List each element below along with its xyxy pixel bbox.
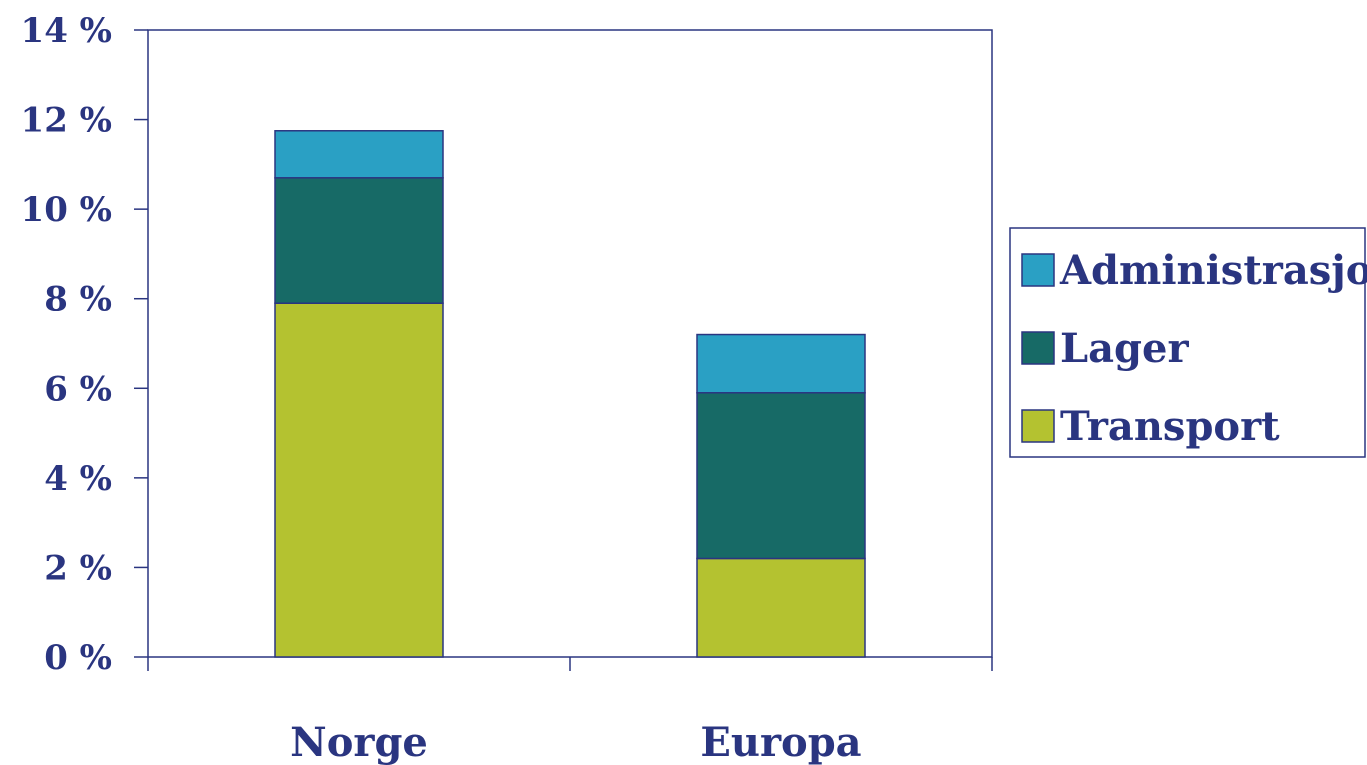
- legend-label-administrasjon: Administrasjon: [1059, 247, 1367, 294]
- y-tick-label: 10 %: [21, 190, 112, 230]
- legend-swatch-lager: [1021, 331, 1055, 365]
- legend-label-transport: Transport: [1060, 403, 1280, 450]
- bar-segment-lager-norge: [274, 177, 444, 304]
- y-tick-label: 6 %: [44, 369, 112, 409]
- legend-swatch-administrasjon: [1021, 253, 1055, 287]
- legend-box: [1009, 227, 1366, 458]
- bar-segment-lager-europa: [696, 392, 866, 560]
- y-tick-label: 4 %: [44, 459, 112, 499]
- y-tick-label: 0 %: [44, 638, 112, 678]
- y-axis: 0 % 2 % 4 % 6 % 8 % 10 % 12 % 14 %: [21, 11, 148, 678]
- y-tick-label: 14 %: [21, 11, 112, 51]
- legend-label-lager: Lager: [1060, 325, 1189, 372]
- y-tick-label: 8 %: [44, 280, 112, 320]
- legend-swatch-transport: [1021, 409, 1055, 443]
- x-axis: Norge Europa: [147, 657, 993, 765]
- bar-segment-transport-norge: [274, 302, 444, 658]
- legend: Administrasjon Lager Transport: [1009, 227, 1367, 458]
- bars: [274, 130, 866, 658]
- y-tick-label: 12 %: [21, 101, 112, 141]
- x-category-label: Europa: [700, 719, 861, 765]
- x-category-label: Norge: [290, 719, 428, 765]
- y-tick-label: 2 %: [44, 548, 112, 588]
- bar-segment-administrasjon-norge: [274, 130, 444, 179]
- bar-segment-transport-europa: [696, 557, 866, 658]
- bar-segment-administrasjon-europa: [696, 333, 866, 394]
